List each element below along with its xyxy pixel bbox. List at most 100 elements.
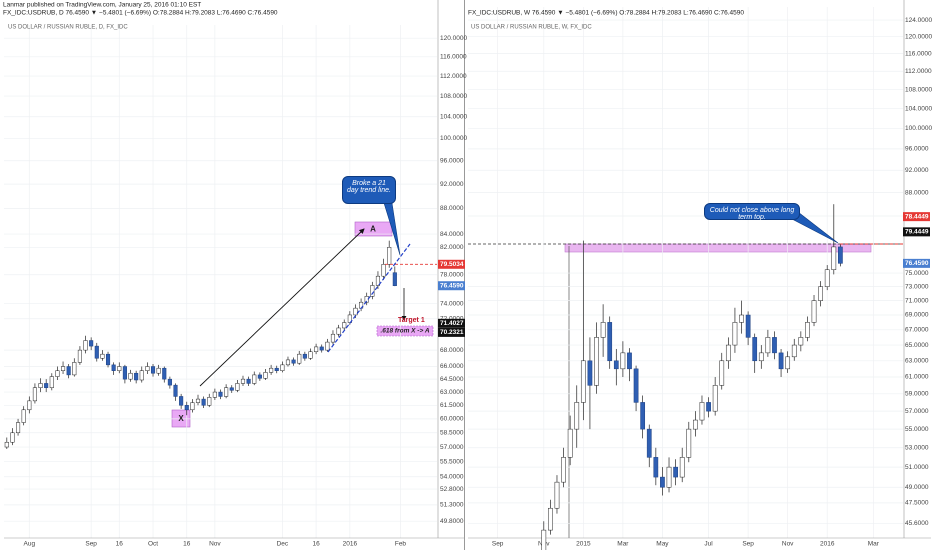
price-label-box — [438, 327, 465, 337]
annotation-a: A — [370, 225, 376, 234]
x-tick-label: Nov — [209, 541, 221, 548]
candle-body — [94, 345, 99, 359]
price-label-box — [438, 281, 465, 291]
y-tick-label: 96.0000 — [905, 146, 929, 153]
y-tick-label: 61.5000 — [440, 402, 464, 409]
candle-body — [706, 402, 711, 412]
candle-body — [308, 351, 313, 359]
candle-body — [44, 383, 49, 388]
point-x-box — [171, 409, 191, 428]
candle-body — [167, 378, 172, 386]
y-tick-label: 108.0000 — [440, 93, 467, 100]
candle-body — [798, 337, 804, 346]
candle-body — [60, 366, 66, 371]
price-label-box — [903, 212, 930, 222]
x-tick-label: Sep — [742, 541, 754, 548]
candle-body — [134, 372, 139, 381]
price-label: 71.4027 — [440, 320, 464, 327]
candle-body — [633, 368, 639, 403]
price-label: 78.4449 — [905, 213, 929, 220]
candle-body — [184, 405, 189, 411]
y-tick-label: 124.0000 — [905, 17, 932, 24]
candle-body — [269, 367, 274, 373]
candle-body — [224, 387, 229, 397]
candle-body — [49, 376, 54, 388]
candle-body — [257, 374, 262, 379]
y-tick-label: 68.0000 — [440, 347, 464, 354]
candle-body — [21, 409, 26, 423]
candle-body — [580, 360, 586, 403]
x-tick-label: Jul — [704, 541, 713, 548]
x-tick-label: Dec — [277, 541, 289, 548]
trend-line — [327, 243, 411, 353]
y-tick-label: 71.0000 — [905, 297, 929, 304]
y-tick-label: 73.0000 — [905, 283, 929, 290]
candle-body — [765, 337, 771, 354]
candle-body — [55, 370, 60, 377]
candle-body — [285, 359, 291, 366]
candle-body — [240, 378, 246, 384]
candle-body — [32, 387, 37, 402]
x-tick-label: Sep — [85, 541, 97, 548]
x-tick-label: Mar — [868, 541, 880, 548]
candle-body — [252, 374, 257, 384]
candle-body — [150, 366, 156, 374]
y-tick-label: 88.0000 — [440, 205, 464, 212]
candle-body — [105, 353, 111, 366]
x-tick-label: Feb — [395, 541, 407, 548]
candle-body — [699, 402, 705, 421]
annotation-fib: .618 from X -> A — [380, 328, 429, 335]
candle-body — [235, 383, 240, 391]
candle-body — [72, 362, 77, 376]
y-tick-label: 51.0000 — [905, 464, 929, 471]
resistance-zone — [564, 243, 872, 253]
price-label: 76.4590 — [440, 282, 464, 289]
y-tick-label: 104.0000 — [440, 113, 467, 120]
candle-body — [627, 352, 632, 370]
y-tick-label: 116.0000 — [440, 54, 467, 61]
price-label: 76.4590 — [905, 260, 929, 267]
candle-body — [190, 402, 195, 411]
y-tick-label: 120.0000 — [905, 33, 932, 40]
candle-body — [201, 398, 206, 406]
candle-body — [297, 353, 302, 364]
y-tick-label: 112.0000 — [905, 68, 932, 75]
callout: Could not close above long term top. — [704, 203, 800, 221]
candle-body — [725, 344, 731, 362]
candle-body — [66, 366, 71, 376]
candle-body — [139, 370, 144, 381]
candle-body — [291, 359, 296, 364]
y-tick-label: 100.0000 — [905, 125, 932, 132]
chart-title: US DOLLAR / RUSSIAN RUBLE, D, FX_IDC — [8, 25, 128, 31]
candle-body — [719, 360, 725, 386]
candle-body — [207, 397, 212, 406]
candle-body — [83, 340, 88, 351]
y-tick-label: 64.5000 — [440, 376, 464, 383]
candle-body — [752, 337, 758, 362]
annotation-target: Target 1 — [398, 317, 425, 324]
y-tick-label: 108.0000 — [905, 86, 932, 93]
y-tick-label: 59.0000 — [905, 391, 929, 398]
y-tick-label: 61.0000 — [905, 374, 929, 381]
y-tick-label: 55.0000 — [905, 426, 929, 433]
candle-body — [38, 383, 43, 388]
price-label-box — [438, 318, 465, 328]
candle-body — [554, 481, 560, 509]
y-tick-label: 74.0000 — [440, 300, 464, 307]
candle-body — [319, 346, 324, 351]
y-tick-label: 63.0000 — [440, 389, 464, 396]
candle-body — [179, 396, 184, 406]
y-tick-label: 69.0000 — [905, 312, 929, 319]
chart-title: US DOLLAR / RUSSIAN RUBLE, W, FX_IDC — [471, 25, 592, 31]
candle-body — [325, 341, 330, 351]
candle-body — [218, 391, 223, 397]
y-tick-label: 49.8000 — [440, 518, 464, 525]
y-tick-label: 63.0000 — [905, 358, 929, 365]
candle-body — [693, 419, 698, 430]
price-label-box — [903, 258, 930, 268]
y-tick-label: 53.0000 — [905, 444, 929, 451]
candle-body — [640, 402, 646, 430]
candle-body — [772, 337, 777, 354]
